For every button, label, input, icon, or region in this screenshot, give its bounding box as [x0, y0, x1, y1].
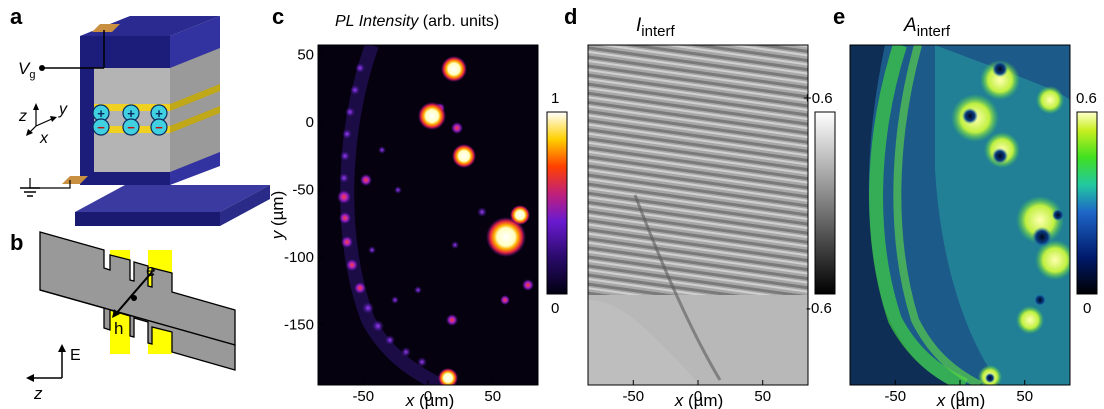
svg-text:+: +	[97, 106, 105, 121]
panel-c-cbar-bottom: 0	[551, 300, 559, 317]
svg-text:z: z	[18, 108, 27, 125]
amp-ring	[869, 45, 968, 385]
vg-terminal	[39, 65, 45, 71]
panel-d-colorbar	[814, 111, 836, 295]
x-axis-label-c: x (µm)	[405, 391, 455, 409]
y-tick-label-1: 0	[306, 114, 314, 131]
panel-c-colorbar	[546, 111, 568, 295]
svg-text:+: +	[155, 106, 163, 121]
panel-e-title: Ainterf	[903, 15, 951, 40]
svg-text:x: x	[39, 130, 49, 147]
svg-text:z: z	[33, 384, 43, 403]
y-tick-label-4: -150	[284, 316, 314, 333]
dipole-group: + + + − − −	[92, 104, 168, 136]
amp-bright-regions	[951, 60, 1070, 385]
panel-e-cbar-bottom: 0	[1083, 300, 1091, 317]
y-tick-label-3: -100	[284, 249, 314, 266]
panel-a-letter: a	[10, 4, 23, 29]
svg-text:−: −	[127, 120, 135, 135]
panel-d-letter: d	[564, 4, 577, 29]
x-tick-label-e-2: 50	[1016, 388, 1033, 405]
x-tick-label-e-0: -50	[884, 388, 906, 405]
panel-a-device-schematic: a + + + − − −	[10, 4, 270, 226]
x-tick-label-e-1: 0	[956, 388, 964, 405]
x-tick-label-d-2: 50	[754, 388, 771, 405]
stack-top	[80, 16, 220, 36]
panel-d-cbar-top: +0.6	[803, 90, 833, 107]
substrate-top	[75, 185, 270, 212]
svg-text:E: E	[70, 347, 81, 364]
svg-text:e: e	[146, 261, 155, 280]
amp-dark-holes	[962, 61, 1064, 383]
top-contact	[92, 24, 120, 32]
panel-d-title: Iinterf	[636, 15, 675, 40]
band-lower	[39, 289, 236, 371]
x-axis-label-e: x (µm)	[936, 391, 986, 409]
panel-d-cbar-bottom: -0.6	[806, 300, 832, 317]
coordinate-axes-icon: z y x	[18, 101, 68, 147]
substrate-side	[220, 185, 270, 226]
panel-e-amplitude-map: e Ainterf	[833, 4, 1098, 386]
x-tick-label-d-0: -50	[622, 388, 644, 405]
axes-layer: -50 0 50 50 0 -50 -100 -150 -50 0 50 -50 0 50	[284, 46, 1033, 405]
panel-e-cbar-top: 0.6	[1076, 90, 1097, 107]
exciton-dot	[131, 295, 137, 301]
panel-c-title: PL Intensity (arb. units)	[335, 13, 499, 30]
x-tick-label-c-0: -50	[352, 388, 374, 405]
panel-d-interference-map: d Iinterf +0.6 -0.6	[564, 4, 836, 386]
panel-e-letter: e	[833, 4, 845, 29]
panel-b-letter: b	[10, 230, 23, 255]
panel-c-pl-map: c PL Intensity (arb. units)	[272, 4, 568, 386]
svg-text:+: +	[127, 106, 135, 121]
panel-c-cbar-top: 1	[551, 90, 559, 107]
pl-bright-spots	[418, 56, 530, 385]
ground-wire	[29, 178, 71, 189]
qw-side-2	[170, 106, 220, 133]
qw-side-1	[170, 84, 220, 111]
substrate-front	[75, 212, 220, 226]
svg-text:−: −	[97, 120, 105, 135]
panel-b-band-diagram: b e h E z	[10, 230, 236, 403]
svg-text:y: y	[58, 101, 68, 118]
stack-side-gray	[170, 48, 220, 172]
pl-map-background	[318, 45, 538, 385]
fringe-ring-edge	[633, 194, 722, 381]
y-tick-label-0: 50	[297, 46, 314, 63]
x-axis-label-d: x (µm)	[674, 391, 724, 409]
x-tick-label-d-1: 0	[694, 388, 702, 405]
panel-e-colorbar	[1076, 111, 1098, 295]
x-tick-label-c-2: 50	[484, 388, 501, 405]
fringe-pattern	[588, 45, 808, 295]
bottom-contact	[62, 176, 88, 184]
transition-arrow	[113, 271, 153, 317]
svg-text:h: h	[114, 319, 123, 338]
y-tick-label-2: -50	[292, 181, 314, 198]
svg-text:−: −	[155, 120, 163, 135]
y-axis-label: y (µm)	[268, 191, 287, 241]
vg-label: Vg	[18, 59, 35, 81]
panel-c-letter: c	[272, 4, 284, 29]
x-tick-label-c-1: 0	[424, 388, 432, 405]
